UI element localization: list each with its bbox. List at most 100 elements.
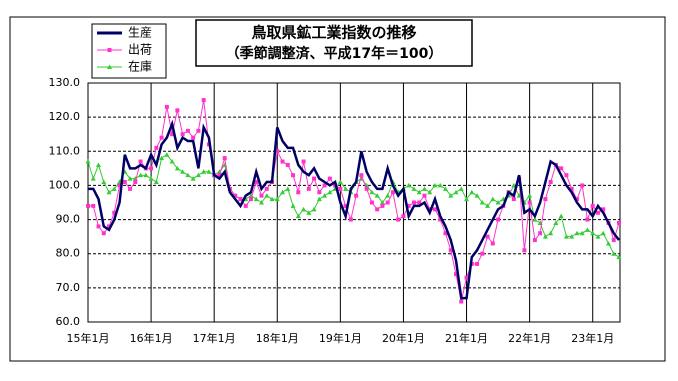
data-point: [133, 180, 138, 185]
data-point: [259, 193, 264, 198]
data-point: [253, 196, 259, 202]
data-point: [322, 183, 327, 188]
data-point: [390, 190, 395, 195]
data-point: [574, 197, 579, 202]
x-tick-label: 21年1月: [445, 331, 488, 345]
data-point: [417, 200, 422, 205]
data-point: [217, 173, 222, 178]
data-point: [91, 203, 96, 208]
data-point: [280, 159, 285, 164]
data-point: [117, 183, 122, 188]
y-tick-label: 80.0: [56, 247, 81, 260]
data-point: [343, 203, 348, 208]
data-point: [401, 214, 406, 219]
data-point: [90, 176, 96, 181]
data-point: [542, 234, 548, 239]
data-point: [564, 173, 569, 178]
data-point: [538, 231, 543, 236]
data-point: [448, 248, 453, 253]
data-point: [432, 182, 438, 188]
title-box: [195, 19, 473, 67]
data-point: [580, 183, 585, 188]
data-point: [369, 189, 375, 195]
chart-title: 鳥取県鉱工業指数の推移: [251, 24, 416, 42]
data-point: [574, 230, 580, 236]
data-point: [149, 166, 154, 171]
data-point: [595, 210, 600, 215]
data-point: [511, 197, 516, 202]
x-tick-label: 19年1月: [319, 331, 362, 345]
data-point: [301, 206, 307, 212]
data-point: [290, 203, 296, 208]
data-point: [185, 172, 191, 178]
data-point: [427, 189, 433, 195]
data-point: [322, 193, 328, 198]
data-point: [248, 197, 253, 202]
legend-marker: [107, 48, 112, 52]
data-point: [201, 98, 206, 103]
x-tick-label: 17年1月: [193, 331, 236, 345]
data-point: [485, 203, 491, 208]
data-point: [285, 162, 290, 167]
data-point: [101, 231, 106, 236]
data-point: [233, 193, 238, 198]
data-point: [348, 217, 353, 222]
data-point: [327, 176, 332, 181]
data-point: [359, 173, 364, 178]
data-point: [416, 189, 422, 195]
data-point: [559, 166, 564, 171]
data-point: [107, 224, 112, 229]
data-point: [558, 213, 564, 219]
data-point: [458, 186, 464, 191]
data-point: [527, 193, 533, 198]
data-point: [548, 180, 553, 185]
data-point: [201, 169, 207, 174]
legend-label: 在庫: [128, 60, 152, 74]
data-point: [154, 145, 159, 150]
data-point: [306, 210, 312, 215]
legend-label: 生産: [128, 25, 152, 40]
data-point: [563, 234, 569, 239]
data-point: [285, 186, 291, 191]
data-point: [453, 189, 459, 195]
data-point: [532, 238, 537, 243]
data-point: [522, 248, 527, 253]
data-point: [411, 186, 417, 191]
data-point: [495, 200, 501, 205]
data-point: [432, 207, 437, 212]
data-point: [454, 272, 459, 277]
y-tick-label: 100.0: [49, 178, 81, 191]
data-point: [122, 180, 127, 185]
data-point: [437, 182, 443, 188]
data-point: [269, 196, 275, 202]
data-point: [496, 217, 501, 222]
data-point: [490, 241, 495, 246]
data-point: [264, 193, 270, 198]
data-point: [364, 186, 369, 191]
data-point: [490, 196, 496, 202]
legend-label: 出荷: [128, 43, 152, 57]
data-point: [317, 190, 322, 195]
data-point: [438, 217, 443, 222]
data-point: [153, 179, 159, 185]
data-point: [464, 196, 470, 202]
data-point: [374, 193, 380, 198]
data-point: [96, 162, 102, 167]
data-point: [396, 217, 401, 222]
data-point: [159, 135, 164, 140]
data-point: [338, 186, 343, 191]
x-tick-label: 20年1月: [382, 331, 425, 345]
x-tick-label: 16年1月: [130, 331, 173, 345]
data-point: [595, 234, 601, 239]
data-point: [191, 135, 196, 140]
data-point: [485, 234, 490, 239]
data-point: [611, 238, 616, 243]
data-point: [258, 200, 264, 205]
data-point: [206, 169, 212, 174]
data-point: [132, 176, 138, 181]
data-point: [337, 179, 343, 185]
y-tick-label: 70.0: [56, 281, 81, 294]
data-point: [474, 193, 480, 198]
